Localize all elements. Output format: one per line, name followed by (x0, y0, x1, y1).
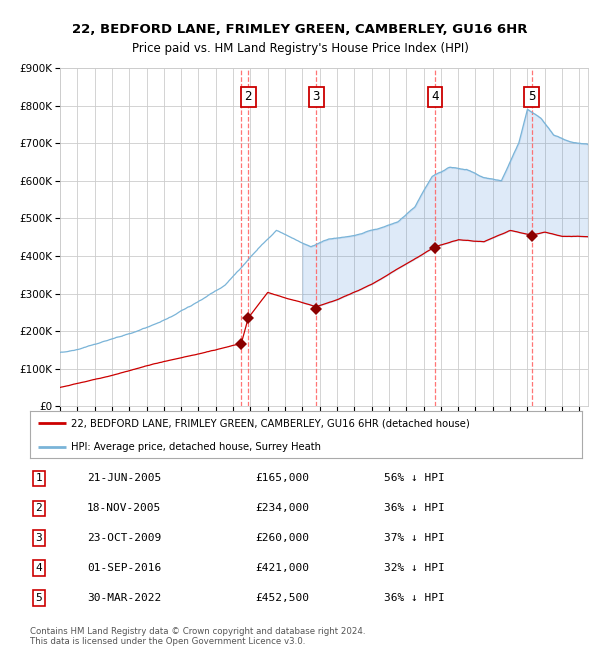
Text: 3: 3 (35, 533, 43, 543)
Text: Contains HM Land Registry data © Crown copyright and database right 2024.: Contains HM Land Registry data © Crown c… (30, 627, 365, 636)
Text: 23-OCT-2009: 23-OCT-2009 (87, 533, 161, 543)
Text: Price paid vs. HM Land Registry's House Price Index (HPI): Price paid vs. HM Land Registry's House … (131, 42, 469, 55)
Text: This data is licensed under the Open Government Licence v3.0.: This data is licensed under the Open Gov… (30, 637, 305, 646)
Text: 4: 4 (431, 90, 439, 103)
Text: £452,500: £452,500 (255, 593, 309, 603)
Text: HPI: Average price, detached house, Surrey Heath: HPI: Average price, detached house, Surr… (71, 441, 322, 452)
Text: 01-SEP-2016: 01-SEP-2016 (87, 563, 161, 573)
Text: 4: 4 (35, 563, 43, 573)
Text: 37% ↓ HPI: 37% ↓ HPI (384, 533, 445, 543)
Text: 22, BEDFORD LANE, FRIMLEY GREEN, CAMBERLEY, GU16 6HR: 22, BEDFORD LANE, FRIMLEY GREEN, CAMBERL… (72, 23, 528, 36)
Text: 22, BEDFORD LANE, FRIMLEY GREEN, CAMBERLEY, GU16 6HR (detached house): 22, BEDFORD LANE, FRIMLEY GREEN, CAMBERL… (71, 418, 470, 428)
Text: 36% ↓ HPI: 36% ↓ HPI (384, 593, 445, 603)
Text: 56% ↓ HPI: 56% ↓ HPI (384, 473, 445, 484)
Text: 1: 1 (35, 473, 43, 484)
Text: £260,000: £260,000 (255, 533, 309, 543)
Text: 2: 2 (35, 503, 43, 514)
Text: £165,000: £165,000 (255, 473, 309, 484)
Text: 21-JUN-2005: 21-JUN-2005 (87, 473, 161, 484)
Text: 5: 5 (35, 593, 43, 603)
Text: 3: 3 (313, 90, 320, 103)
Text: £421,000: £421,000 (255, 563, 309, 573)
Text: 5: 5 (528, 90, 535, 103)
Text: 36% ↓ HPI: 36% ↓ HPI (384, 503, 445, 514)
Text: 2: 2 (245, 90, 252, 103)
Text: 18-NOV-2005: 18-NOV-2005 (87, 503, 161, 514)
Text: £234,000: £234,000 (255, 503, 309, 514)
Text: 30-MAR-2022: 30-MAR-2022 (87, 593, 161, 603)
Text: 32% ↓ HPI: 32% ↓ HPI (384, 563, 445, 573)
